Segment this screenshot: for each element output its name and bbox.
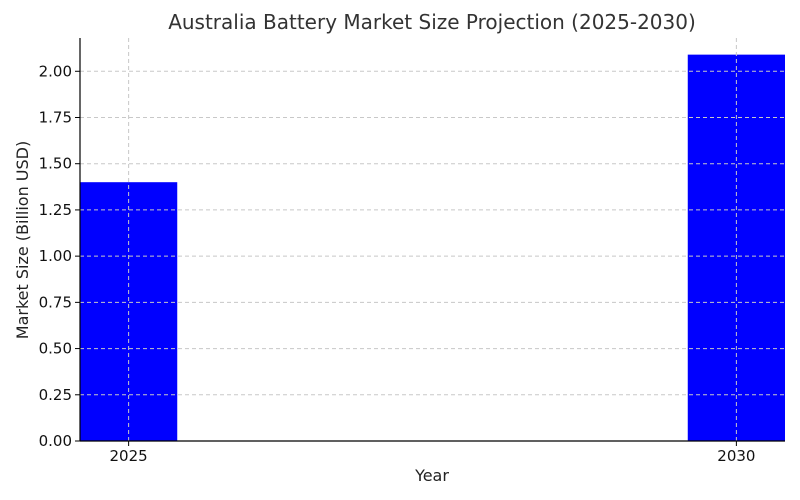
- y-axis-label: Market Size (Billion USD): [13, 141, 32, 339]
- y-tick-label: 1.50: [39, 155, 72, 173]
- x-tick-label: 2025: [110, 447, 148, 465]
- y-tick-label: 2.00: [39, 62, 72, 80]
- bars: [80, 54, 785, 442]
- y-tick-label: 0.25: [39, 386, 72, 404]
- chart-title: Australia Battery Market Size Projection…: [168, 10, 696, 34]
- grid: [80, 38, 785, 442]
- axes: [79, 38, 785, 442]
- x-ticks: 2025 2030: [110, 441, 755, 465]
- y-tick-label: 1.75: [39, 108, 72, 126]
- y-tick-label: 1.25: [39, 201, 72, 219]
- x-tick-label: 2030: [717, 447, 755, 465]
- y-tick-label: 1.00: [39, 247, 72, 265]
- x-axis-label: Year: [414, 466, 449, 485]
- y-tick-label: 0.00: [39, 432, 72, 450]
- y-tick-label: 0.50: [39, 340, 72, 358]
- y-tick-label: 0.75: [39, 293, 72, 311]
- y-ticks: 0.00 0.25 0.50 0.75 1.00 1.25 1.50 1.75 2.00: [39, 62, 80, 450]
